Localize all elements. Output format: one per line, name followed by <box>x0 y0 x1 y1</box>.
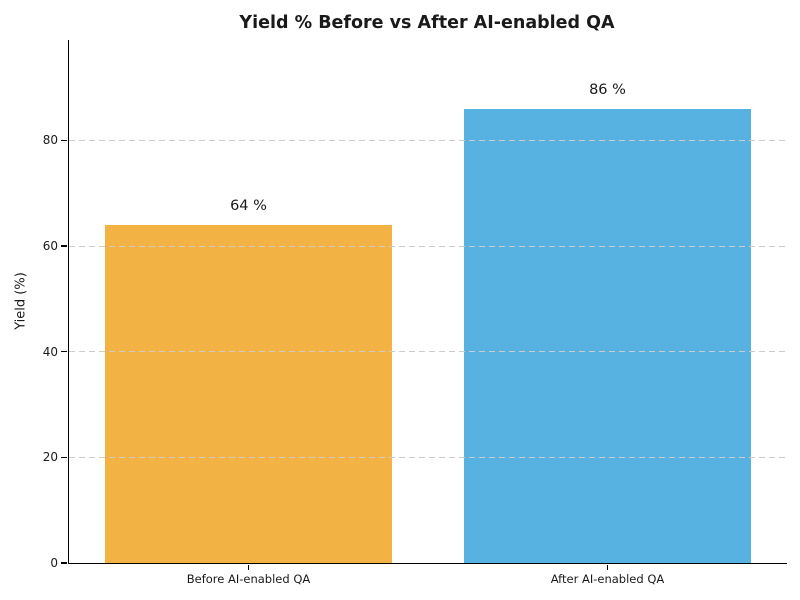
bar <box>463 108 752 563</box>
x-tick-mark <box>247 564 250 570</box>
gridline <box>69 245 787 247</box>
x-tick-mark <box>606 564 609 570</box>
y-tick-mark <box>61 562 68 564</box>
y-axis-label: Yield (%) <box>13 272 29 330</box>
y-tick-label: 40 <box>42 344 58 359</box>
y-tick-label: 80 <box>42 133 58 148</box>
y-tick-mark <box>61 456 68 459</box>
gridline <box>69 351 787 353</box>
bar-value-label: 86 % <box>589 81 626 98</box>
x-tick-label: After AI-enabled QA <box>550 572 665 586</box>
gridline <box>69 456 787 458</box>
y-tick-label: 0 <box>50 556 58 570</box>
plot-area: 0 20 40 60 80 64 % Before AI-enabled QA 86 % Aft… <box>43 40 787 586</box>
bar-value-label: 64 % <box>230 197 267 214</box>
gridline <box>69 139 787 141</box>
y-tick-mark <box>61 350 68 353</box>
y-tick-label: 20 <box>42 450 58 465</box>
y-tick-label: 60 <box>42 239 58 254</box>
x-tick-label: Before AI-enabled QA <box>186 572 311 586</box>
chart-title: Yield % Before vs After AI-enabled QA <box>239 13 615 33</box>
bar <box>104 224 393 563</box>
y-tick-mark <box>61 245 68 247</box>
y-tick-mark <box>61 139 68 142</box>
